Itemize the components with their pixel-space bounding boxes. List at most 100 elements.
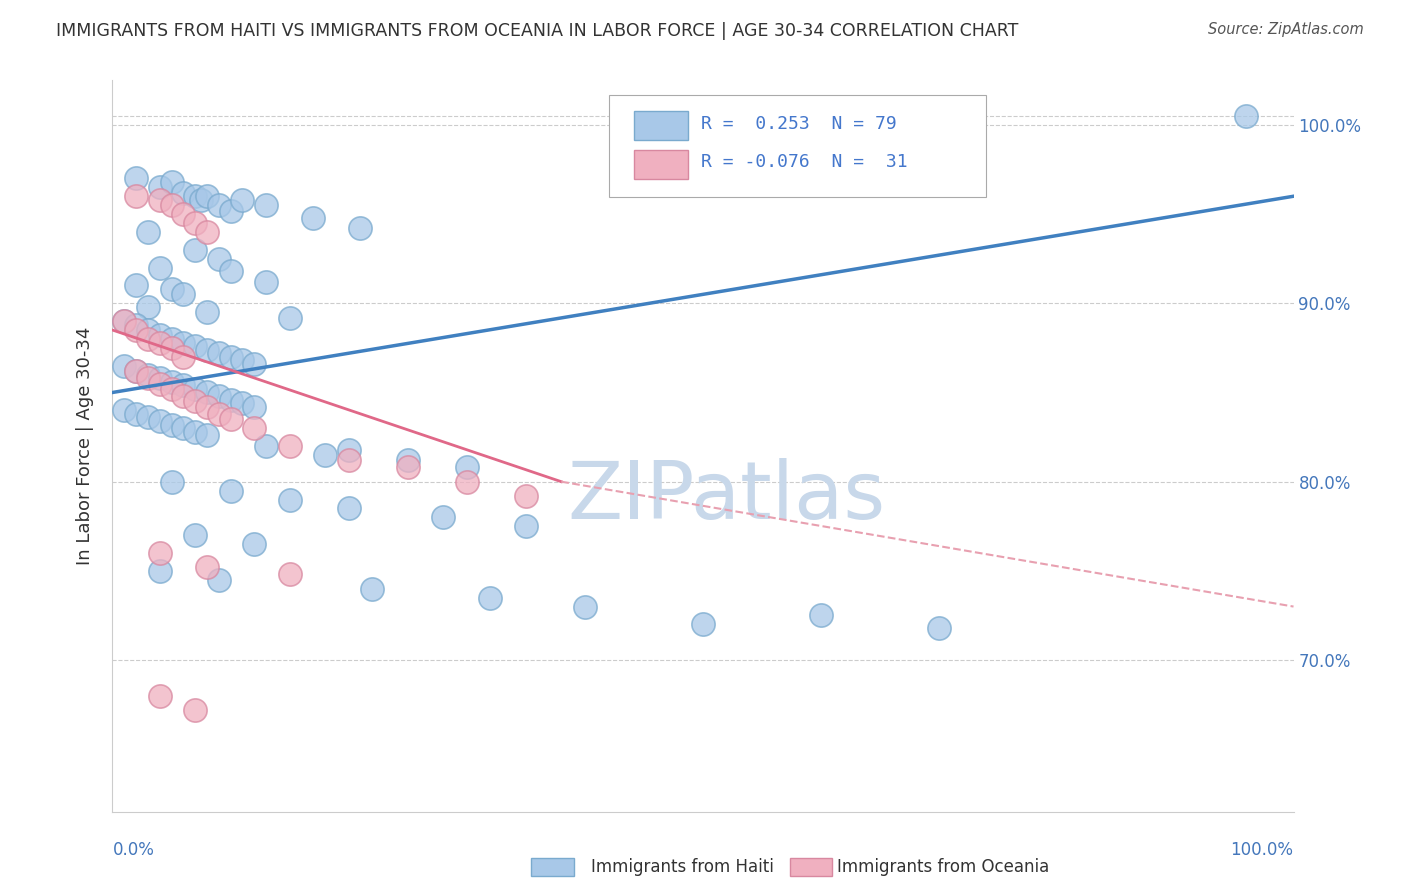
Point bbox=[136, 225, 159, 239]
Point bbox=[219, 350, 242, 364]
Point bbox=[172, 287, 194, 301]
Point bbox=[160, 382, 183, 396]
Point bbox=[136, 371, 159, 385]
Point bbox=[149, 376, 172, 391]
Point bbox=[195, 560, 218, 574]
Point bbox=[125, 318, 148, 332]
Point bbox=[149, 335, 172, 350]
Point bbox=[243, 357, 266, 371]
Point bbox=[149, 193, 172, 207]
Text: Immigrants from Haiti: Immigrants from Haiti bbox=[591, 858, 773, 876]
Point bbox=[337, 501, 360, 516]
Point bbox=[195, 428, 218, 442]
Point bbox=[208, 573, 231, 587]
Point bbox=[1234, 109, 1257, 123]
Point bbox=[184, 216, 207, 230]
Point bbox=[195, 225, 218, 239]
Point bbox=[160, 332, 183, 346]
Point bbox=[302, 211, 325, 225]
Point bbox=[208, 346, 231, 360]
Point bbox=[396, 453, 419, 467]
Point bbox=[456, 475, 478, 489]
Point bbox=[243, 400, 266, 414]
Point bbox=[172, 421, 194, 435]
FancyBboxPatch shape bbox=[609, 95, 987, 197]
Point bbox=[184, 528, 207, 542]
Point bbox=[112, 359, 135, 373]
Point bbox=[149, 260, 172, 275]
Point bbox=[160, 341, 183, 355]
Point bbox=[208, 198, 231, 212]
Point bbox=[314, 448, 336, 462]
Text: R = -0.076  N =  31: R = -0.076 N = 31 bbox=[700, 153, 907, 171]
Point bbox=[928, 621, 950, 635]
Point bbox=[184, 703, 207, 717]
Point bbox=[125, 171, 148, 186]
Point bbox=[184, 425, 207, 439]
Text: IMMIGRANTS FROM HAITI VS IMMIGRANTS FROM OCEANIA IN LABOR FORCE | AGE 30-34 CORR: IMMIGRANTS FROM HAITI VS IMMIGRANTS FROM… bbox=[56, 22, 1018, 40]
Point bbox=[278, 492, 301, 507]
Point bbox=[172, 335, 194, 350]
Point bbox=[278, 439, 301, 453]
Text: R =  0.253  N = 79: R = 0.253 N = 79 bbox=[700, 115, 897, 133]
Point bbox=[160, 475, 183, 489]
Point bbox=[149, 328, 172, 343]
Point bbox=[125, 323, 148, 337]
Point bbox=[810, 608, 832, 623]
Point bbox=[278, 310, 301, 325]
Point bbox=[125, 364, 148, 378]
Text: Source: ZipAtlas.com: Source: ZipAtlas.com bbox=[1208, 22, 1364, 37]
Point bbox=[432, 510, 454, 524]
Point bbox=[231, 396, 253, 410]
Point bbox=[208, 389, 231, 403]
Point bbox=[515, 489, 537, 503]
Point bbox=[337, 453, 360, 467]
Point bbox=[112, 314, 135, 328]
Point bbox=[172, 350, 194, 364]
Point bbox=[231, 193, 253, 207]
Point bbox=[125, 189, 148, 203]
Point bbox=[208, 252, 231, 266]
Point bbox=[184, 394, 207, 409]
Point bbox=[574, 599, 596, 614]
Point bbox=[125, 407, 148, 421]
Point bbox=[112, 403, 135, 417]
Point bbox=[195, 343, 218, 357]
Point bbox=[172, 207, 194, 221]
Point bbox=[243, 421, 266, 435]
Point bbox=[515, 519, 537, 533]
Point bbox=[254, 439, 277, 453]
Point bbox=[160, 198, 183, 212]
Point bbox=[219, 483, 242, 498]
Point bbox=[219, 412, 242, 426]
Point bbox=[190, 193, 212, 207]
Text: 100.0%: 100.0% bbox=[1230, 841, 1294, 859]
Bar bbox=[634, 150, 688, 179]
Point bbox=[125, 364, 148, 378]
Point bbox=[195, 189, 218, 203]
Point bbox=[396, 460, 419, 475]
Point bbox=[160, 175, 183, 189]
Point bbox=[149, 180, 172, 194]
Point bbox=[692, 617, 714, 632]
Y-axis label: In Labor Force | Age 30-34: In Labor Force | Age 30-34 bbox=[76, 326, 94, 566]
Point bbox=[254, 198, 277, 212]
Point bbox=[136, 332, 159, 346]
Point bbox=[195, 385, 218, 400]
Point bbox=[149, 546, 172, 560]
Point bbox=[160, 282, 183, 296]
Point bbox=[254, 275, 277, 289]
Point bbox=[149, 689, 172, 703]
Point bbox=[219, 264, 242, 278]
Bar bbox=[634, 111, 688, 140]
Text: Immigrants from Oceania: Immigrants from Oceania bbox=[837, 858, 1049, 876]
Point bbox=[361, 582, 384, 596]
Point bbox=[231, 353, 253, 368]
Point bbox=[219, 203, 242, 218]
Point bbox=[278, 567, 301, 582]
Point bbox=[195, 305, 218, 319]
Point bbox=[160, 375, 183, 389]
Point bbox=[125, 278, 148, 293]
Point bbox=[349, 221, 371, 235]
Point bbox=[184, 382, 207, 396]
